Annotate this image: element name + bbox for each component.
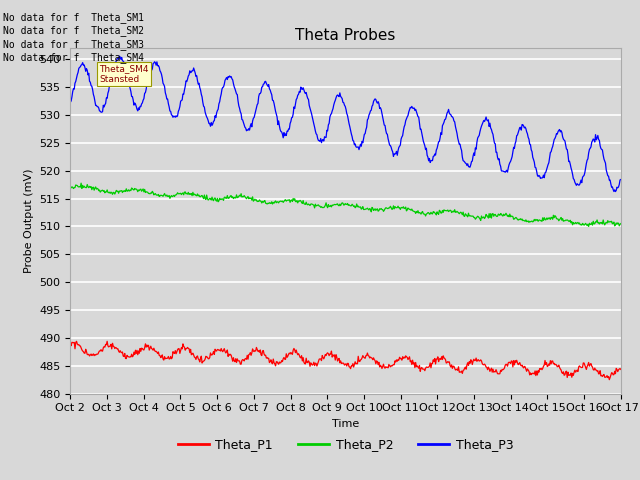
Y-axis label: Probe Output (mV): Probe Output (mV) bbox=[24, 168, 34, 273]
Text: Theta_SM4
Stansted: Theta_SM4 Stansted bbox=[99, 64, 148, 84]
Text: No data for f  Theta_SM1: No data for f Theta_SM1 bbox=[3, 12, 144, 23]
Text: No data for f  Theta_SM3: No data for f Theta_SM3 bbox=[3, 39, 144, 50]
Title: Theta Probes: Theta Probes bbox=[296, 28, 396, 43]
Legend: Theta_P1, Theta_P2, Theta_P3: Theta_P1, Theta_P2, Theta_P3 bbox=[173, 433, 518, 456]
Text: No data for f  Theta_SM2: No data for f Theta_SM2 bbox=[3, 25, 144, 36]
Text: No data for f  Theta_SM4: No data for f Theta_SM4 bbox=[3, 52, 144, 63]
X-axis label: Time: Time bbox=[332, 419, 359, 429]
